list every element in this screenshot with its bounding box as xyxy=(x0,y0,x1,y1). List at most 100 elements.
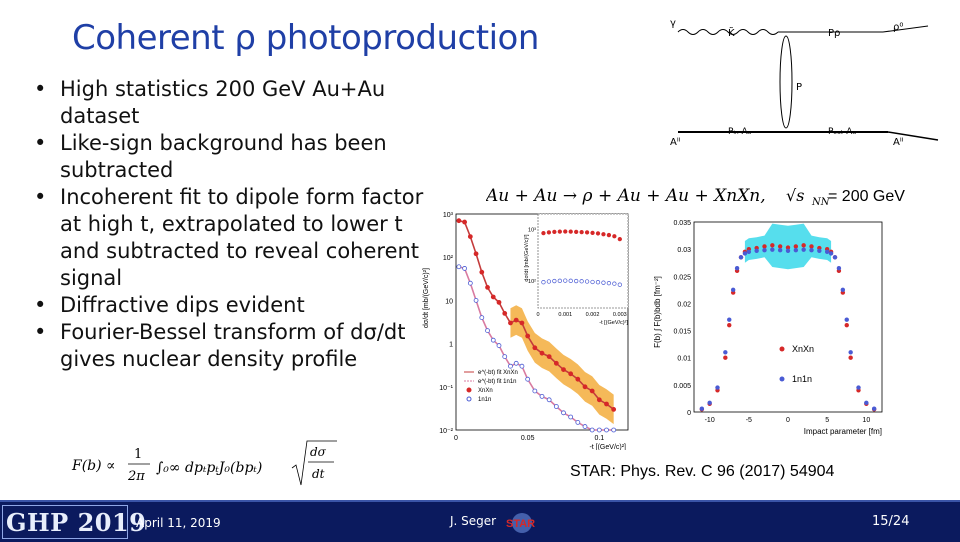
legend-label: e^(-bt) fit XnXn xyxy=(478,370,518,376)
data-point-1n1n xyxy=(496,343,502,348)
reaction-text: Au + Au → ρ + Au + Au + XnXn, xyxy=(486,186,766,206)
rho-out-line xyxy=(882,25,929,33)
fit-band xyxy=(510,305,614,425)
inset-point-XnXn xyxy=(568,229,573,234)
inset-point-XnXn xyxy=(563,229,568,234)
data-point-1n1n xyxy=(596,427,602,433)
fourier-bessel-formula: F(b) ∝ 1 2π ∫₀∞ dpₜpₜJ₀(bpₜ) dσ dt xyxy=(71,440,337,486)
y-axis-label: F(b) ∫ F(b)bdb [fm⁻²] xyxy=(653,276,662,348)
data-point-1n1n xyxy=(832,255,838,260)
inset-point-1n1n xyxy=(541,280,546,285)
legend-marker xyxy=(466,387,472,393)
data-point-1n1n xyxy=(508,363,513,369)
data-point-XnXn xyxy=(589,388,595,394)
y-tick-label: 10² xyxy=(443,255,454,262)
formula-lhs: F(b) ∝ xyxy=(71,458,116,474)
data-point-1n1n xyxy=(553,404,559,409)
data-point-1n1n xyxy=(856,385,861,390)
data-point-1n1n xyxy=(502,354,508,360)
data-point-XnXn xyxy=(561,367,566,373)
formula-sqrt-num: dσ xyxy=(310,445,327,459)
data-point-1n1n xyxy=(604,427,609,433)
data-point-XnXn xyxy=(727,322,732,328)
y-tick-label: 10⁻² xyxy=(439,428,453,435)
footer-author: J. Seger xyxy=(450,514,497,528)
feyn-label-rho0: ρ⁰ xyxy=(893,22,903,33)
data-point-XnXn xyxy=(490,294,496,300)
data-point-1n1n xyxy=(707,400,712,405)
bullet-text: Incoherent fit to dipole form factor at … xyxy=(60,185,424,290)
data-point-XnXn xyxy=(770,243,775,248)
bullet-item: • Incoherent fit to dipole form factor at… xyxy=(26,184,426,292)
formula-integral: ∫₀∞ dpₜpₜJ₀(bpₜ) xyxy=(156,460,262,476)
data-point-1n1n xyxy=(582,424,588,429)
data-point-XnXn xyxy=(596,397,602,403)
data-point-XnXn xyxy=(485,284,490,290)
formula-frac-den: 2π xyxy=(127,469,145,484)
y-tick-label: 0.03 xyxy=(677,247,691,254)
inset-point-1n1n xyxy=(617,282,622,287)
bullet-list: • High statistics 200 GeV Au+Au dataset •… xyxy=(26,76,426,373)
data-point-XnXn xyxy=(762,244,767,249)
data-point-XnXn xyxy=(582,384,588,390)
data-point-XnXn xyxy=(525,333,531,339)
slide-title: Coherent ρ photoproduction xyxy=(72,18,539,58)
inset-point-XnXn xyxy=(584,230,590,235)
inset-point-XnXn xyxy=(595,231,601,236)
data-point-1n1n xyxy=(754,248,759,253)
inset-point-1n1n xyxy=(557,278,562,283)
inset-point-XnXn xyxy=(546,230,552,235)
data-point-1n1n xyxy=(568,414,574,420)
photon-line xyxy=(677,29,779,35)
y-tick-label: 0.005 xyxy=(673,383,691,390)
formula-frac-num: 1 xyxy=(134,447,142,462)
data-point-1n1n xyxy=(762,248,767,253)
bullet-dot: • xyxy=(34,131,47,155)
reaction-equation: Au + Au → ρ + Au + Au + XnXn, √s NN = 20… xyxy=(486,186,905,208)
data-point-XnXn xyxy=(785,245,791,250)
data-point-XnXn xyxy=(513,317,519,323)
conference-logo-frame xyxy=(2,505,128,539)
data-point-1n1n xyxy=(809,248,814,253)
data-point-1n1n xyxy=(611,427,617,433)
data-point-1n1n xyxy=(793,248,799,253)
y-tick-label: 10³ xyxy=(443,212,454,219)
inset-point-XnXn xyxy=(579,229,584,235)
data-point-XnXn xyxy=(456,218,462,224)
data-point-XnXn xyxy=(604,401,609,407)
inset-point-1n1n xyxy=(552,278,557,284)
data-point-1n1n xyxy=(836,265,842,271)
y-tick-label: 0.025 xyxy=(673,274,691,281)
inset-point-1n1n xyxy=(579,279,584,284)
inset-frame xyxy=(537,213,629,309)
data-point-1n1n xyxy=(525,376,531,382)
legend-label: XnXn xyxy=(792,344,814,354)
x-tick-label: 0.05 xyxy=(521,435,535,442)
inset-point-XnXn xyxy=(612,234,617,239)
data-point-1n1n xyxy=(519,363,525,369)
data-point-XnXn xyxy=(611,406,617,412)
data-point-XnXn xyxy=(532,345,538,351)
data-point-1n1n xyxy=(546,397,552,403)
x-tick-label: 0.1 xyxy=(594,435,604,442)
y-tick-label: 10⁻¹ xyxy=(439,385,453,392)
legend-label: 1n1n xyxy=(478,397,491,403)
y-tick-label: 0.035 xyxy=(673,220,691,227)
density-profile-plot: 0 0.005 0.01 0.015 0.02 0.025 0.03 0.035 -10 -5 0 5… xyxy=(653,220,883,436)
bullet-text: Fourier-Bessel transform of dσ/dt gives … xyxy=(60,320,406,371)
bullet-item: • Fourier-Bessel transform of dσ/dt gives… xyxy=(26,319,426,373)
inset-x-tick: 0.002 xyxy=(586,312,600,318)
inset-x-label: -t [(GeV/c)²] xyxy=(599,320,628,326)
bullet-dot: • xyxy=(34,185,47,209)
legend-label: XnXn xyxy=(478,388,493,394)
inset-point-XnXn xyxy=(574,229,579,235)
sqrt-s-sub: NN xyxy=(811,197,831,208)
y-tick-label: 0.01 xyxy=(677,356,691,363)
data-point-XnXn xyxy=(467,234,473,239)
inset-point-1n1n xyxy=(590,279,595,285)
data-point-XnXn xyxy=(809,244,814,249)
x-tick-label: 0 xyxy=(454,435,458,442)
data-point-XnXn xyxy=(496,299,502,305)
x-tick-label: 0 xyxy=(786,417,790,424)
plot2-frame xyxy=(693,221,883,413)
